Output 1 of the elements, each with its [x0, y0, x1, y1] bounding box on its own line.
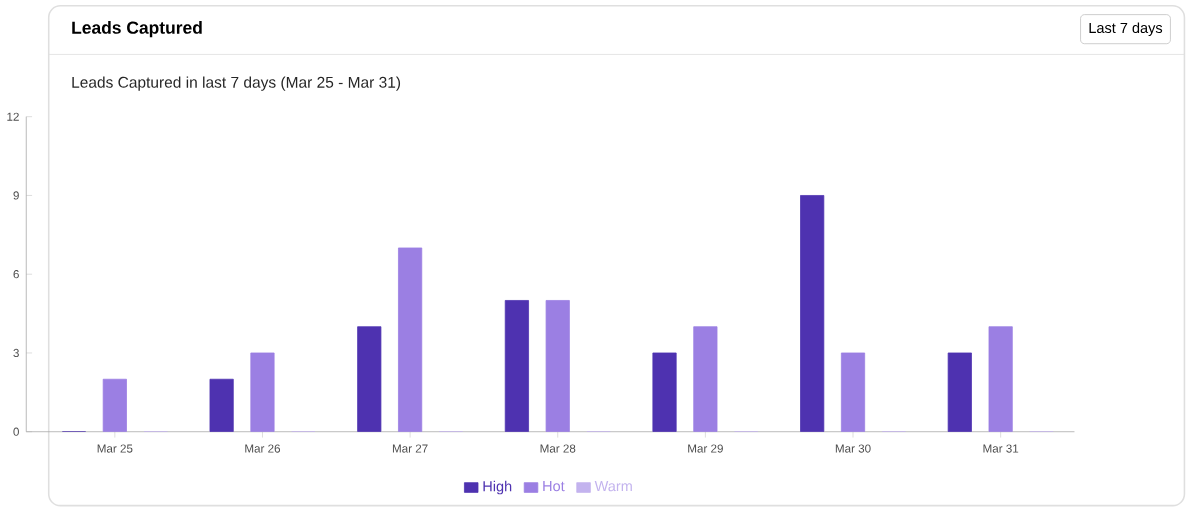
chart-title: Leads Captured	[72, 21, 202, 38]
